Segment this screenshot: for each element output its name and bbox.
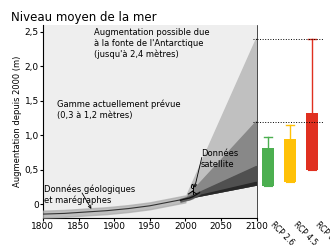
- Bar: [262, 148, 274, 186]
- Text: Niveau moyen de la mer: Niveau moyen de la mer: [11, 11, 156, 24]
- Text: Données
satellite: Données satellite: [201, 149, 238, 169]
- Text: RCP 2.6: RCP 2.6: [269, 220, 296, 247]
- Text: RCP 4.5: RCP 4.5: [291, 220, 318, 247]
- Polygon shape: [185, 39, 257, 199]
- Text: Données géologiques
et marégraphes: Données géologiques et marégraphes: [44, 185, 136, 205]
- Text: RCP 8.5: RCP 8.5: [314, 220, 330, 247]
- Polygon shape: [185, 166, 257, 199]
- Polygon shape: [185, 182, 257, 199]
- Text: Gamme actuellement prévue
(0,3 à 1,2 mètres): Gamme actuellement prévue (0,3 à 1,2 mèt…: [57, 99, 181, 120]
- Bar: [306, 113, 318, 170]
- Polygon shape: [185, 122, 257, 199]
- Bar: [284, 139, 296, 182]
- Y-axis label: Augmentation depuis 2000 (m): Augmentation depuis 2000 (m): [13, 56, 22, 187]
- Text: Augmentation possible due
à la fonte de l'Antarctique
(jusqu'à 2,4 mètres): Augmentation possible due à la fonte de …: [94, 28, 210, 60]
